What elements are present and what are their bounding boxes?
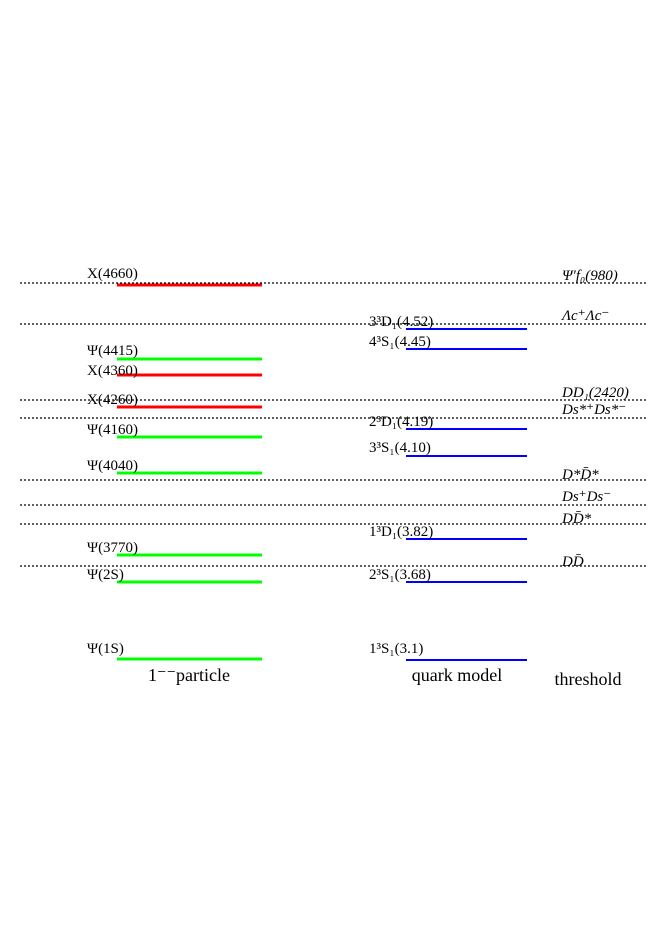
quark-label: 3³D₁(4.52) — [369, 314, 433, 330]
particle-label: Ψ(4040) — [87, 458, 138, 474]
particle-label: Ψ(2S) — [87, 567, 124, 583]
column-label: quark model — [412, 665, 502, 685]
threshold-label: Λc⁺Λc⁻ — [560, 308, 609, 324]
threshold-label: Ψ′f₀(980) — [562, 268, 618, 284]
particle-label: Ψ(4415) — [87, 343, 138, 359]
column-label: 1⁻⁻particle — [148, 665, 230, 685]
quark-label: 3³S₁(4.10) — [369, 440, 431, 456]
threshold-label: Ds⁺Ds⁻ — [561, 489, 611, 505]
threshold-label: D*D̄* — [561, 467, 599, 483]
threshold-label: DD₁(2420) — [561, 385, 629, 401]
threshold-label: DD̄ — [561, 554, 584, 570]
quark-label: 1³D₁(3.82) — [369, 524, 433, 540]
threshold-label: DD̄* — [561, 511, 592, 527]
quark-label: 2³D₁(4.19) — [369, 414, 433, 430]
particle-label: X(4660) — [87, 266, 138, 282]
quark-label: 2³S₁(3.68) — [369, 567, 431, 583]
particle-label: Ψ(1S) — [87, 641, 124, 657]
threshold-label: Ds*⁺Ds*⁻ — [561, 402, 626, 418]
quark-label: 4³S₁(4.45) — [369, 334, 431, 350]
column-label: threshold — [555, 669, 622, 689]
particle-label: Ψ(3770) — [87, 540, 138, 556]
particle-label: X(4360) — [87, 363, 138, 379]
quark-label: 1³S₁(3.1) — [369, 641, 423, 657]
particle-label: Ψ(4160) — [87, 422, 138, 438]
